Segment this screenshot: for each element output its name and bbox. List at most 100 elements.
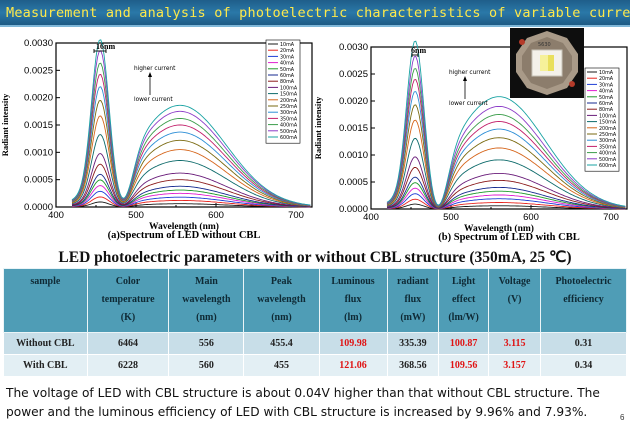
legend-label: 30mA bbox=[280, 54, 295, 60]
series-line bbox=[387, 198, 626, 210]
table-cell: 6228 bbox=[86, 354, 170, 377]
table-header-line: (nm) bbox=[196, 312, 217, 323]
series-line bbox=[71, 153, 311, 207]
table-cell: 0.31 bbox=[539, 332, 628, 355]
slide-header: Measurement and analysis of photoelectri… bbox=[0, 0, 630, 27]
legend-label: 100mA bbox=[280, 85, 298, 91]
table-header-line: flux bbox=[344, 294, 362, 305]
legend-label: 10mA bbox=[280, 42, 295, 48]
page-number: 6 bbox=[620, 413, 625, 422]
y-tick-label: 0.0010 bbox=[24, 147, 53, 158]
series-line bbox=[386, 187, 626, 210]
series-line bbox=[386, 91, 626, 208]
x-tick-label: 500 bbox=[128, 210, 144, 221]
series-line bbox=[71, 201, 311, 208]
current-arrow-head bbox=[148, 72, 152, 77]
annotation-lower-current: lower current bbox=[449, 101, 488, 107]
legend: 10mA20mA30mA40mA50mA60mA80mA100mA150mA20… bbox=[265, 39, 301, 144]
spectrum-chart-a: 0.0000 0.0005 0.0010 0.0015 0.0020 0.0025 0.00… bbox=[0, 38, 313, 241]
legend-label: 500mA bbox=[599, 157, 617, 163]
series-line bbox=[71, 179, 311, 208]
table-row: With CBL 6228 560 455 121.06 368.56 109.56 3.15… bbox=[3, 354, 628, 377]
legend-label: 500mA bbox=[280, 129, 298, 135]
legend-label: 40mA bbox=[599, 89, 614, 95]
table-header-line: Light bbox=[451, 276, 476, 287]
legend-label: 20mA bbox=[280, 48, 295, 54]
legend-label: 350mA bbox=[599, 144, 617, 150]
series-line bbox=[71, 163, 311, 207]
series-line bbox=[386, 55, 626, 207]
series-line bbox=[386, 119, 626, 208]
table-header-cell: Luminous flux (lm) bbox=[318, 268, 388, 333]
y-tick-label: 0.0005 bbox=[24, 175, 53, 186]
series-line bbox=[71, 73, 311, 206]
series-line bbox=[386, 166, 626, 209]
table-header-line: radiant bbox=[396, 276, 429, 287]
fwhm-label: 6nm bbox=[411, 46, 426, 55]
legend-label: 60mA bbox=[280, 73, 295, 79]
legend-label: 100mA bbox=[599, 113, 617, 119]
table-cell: 109.56 bbox=[438, 354, 490, 377]
table-header-line: (V) bbox=[507, 294, 522, 305]
legend-label: 20mA bbox=[599, 76, 614, 82]
x-tick-label: 600 bbox=[208, 210, 224, 221]
fwhm-label: 16nm bbox=[96, 42, 115, 51]
series-line bbox=[71, 173, 311, 208]
plot-frame bbox=[370, 46, 628, 210]
table-row-label: With CBL bbox=[3, 354, 88, 377]
legend-label: 200mA bbox=[599, 126, 617, 132]
y-tick-label: 0.0025 bbox=[339, 69, 368, 80]
table-header-line: Main bbox=[195, 276, 218, 287]
table-header-cell: sample bbox=[3, 268, 88, 333]
series-line bbox=[386, 40, 626, 207]
legend: 10mA20mA30mA40mA50mA60mA80mA100mA150mA20… bbox=[584, 67, 620, 172]
series-line bbox=[71, 62, 311, 206]
series-line bbox=[386, 193, 626, 210]
table-header-line: temperature bbox=[101, 294, 155, 305]
table-header-line: Peak bbox=[270, 276, 293, 287]
table-header-line: (lm/W) bbox=[448, 312, 479, 323]
series-line bbox=[71, 39, 311, 206]
legend-label: 150mA bbox=[280, 92, 298, 98]
table-header-cell: Peak wavelength (nm) bbox=[243, 268, 320, 333]
series-line bbox=[71, 134, 311, 207]
y-tick-label: 0.0015 bbox=[339, 123, 368, 134]
x-tick-label: 700 bbox=[603, 212, 619, 223]
annotation-higher-current: higher current bbox=[134, 66, 176, 72]
table-header-line: (lm) bbox=[344, 312, 362, 323]
y-tick-label: 0.0030 bbox=[339, 42, 368, 53]
table-header-line: effect bbox=[451, 294, 476, 305]
table-row-label: Without CBL bbox=[3, 332, 88, 355]
spectrum-chart-b: 0.0000 0.0005 0.0010 0.0015 0.0020 0.0025 0.00… bbox=[315, 40, 628, 243]
y-tick-label: 0.0000 bbox=[24, 202, 53, 213]
conclusion-text: The voltage of LED with CBL structure is… bbox=[6, 386, 600, 419]
table-header-line: (K) bbox=[120, 312, 136, 323]
table-cell: 455.4 bbox=[243, 332, 320, 355]
series-line bbox=[386, 104, 626, 208]
legend-label: 50mA bbox=[280, 67, 295, 73]
annotation-lower-current: lower current bbox=[134, 97, 173, 103]
table-header-cell: Voltage (V) bbox=[488, 268, 541, 333]
series-line bbox=[72, 196, 311, 208]
table-header-line: (nm) bbox=[271, 312, 292, 323]
table-cell: 6464 bbox=[86, 332, 170, 355]
current-arrow-head bbox=[463, 76, 467, 81]
table-header-cell: Color temperature (K) bbox=[86, 268, 170, 333]
series-line bbox=[386, 137, 626, 209]
legend-label: 250mA bbox=[599, 132, 617, 138]
legend-label: 150mA bbox=[599, 120, 617, 126]
table-header-line: (mW) bbox=[400, 312, 426, 323]
legend-label: 60mA bbox=[599, 101, 614, 107]
table-header-line: flux bbox=[404, 294, 422, 305]
series-line bbox=[71, 190, 311, 208]
table-header-line: sample bbox=[30, 276, 61, 287]
x-tick-label: 500 bbox=[443, 212, 459, 223]
legend-box bbox=[265, 39, 301, 144]
legend-label: 600mA bbox=[280, 135, 298, 141]
legend-label: 400mA bbox=[280, 123, 298, 129]
series-line bbox=[71, 99, 311, 207]
table-cell: 560 bbox=[168, 354, 245, 377]
table-header-cell: Main wavelength (nm) bbox=[168, 268, 245, 333]
y-tick-label: 0.0030 bbox=[24, 38, 53, 49]
series-line bbox=[386, 78, 626, 208]
